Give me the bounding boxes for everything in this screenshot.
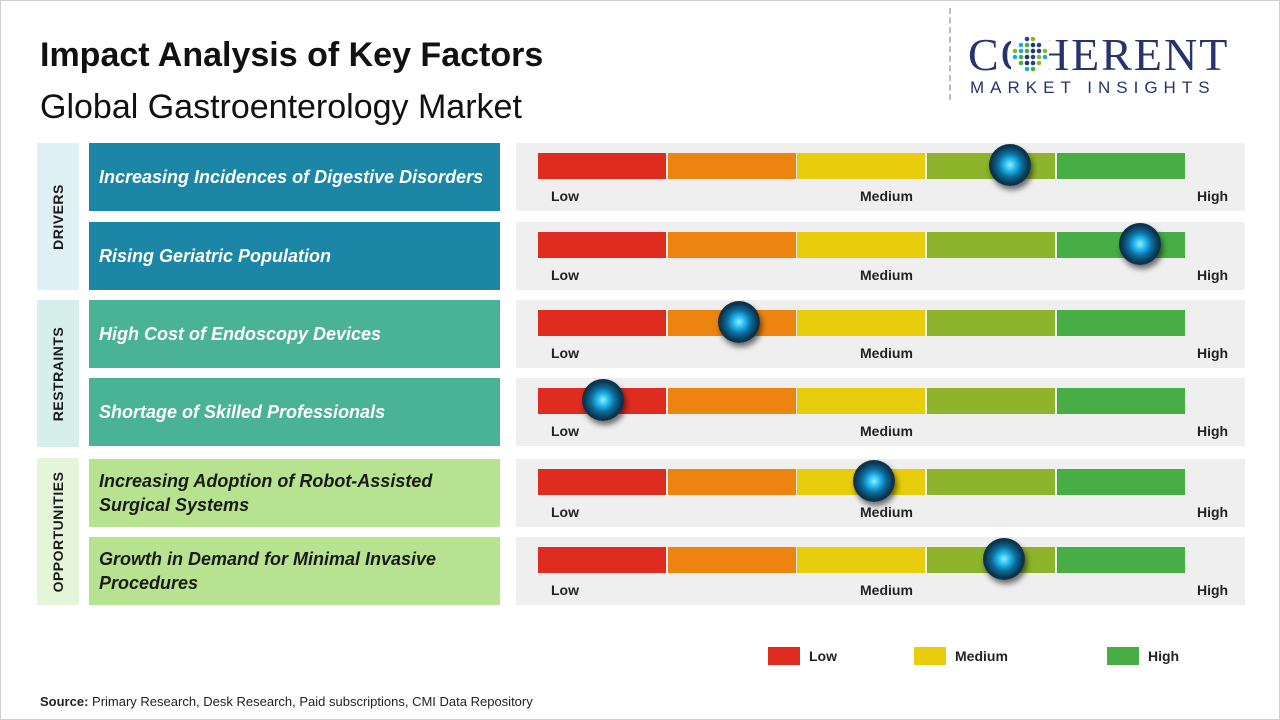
factor-label-box: Shortage of Skilled Professionals xyxy=(89,378,500,446)
legend-label: Medium xyxy=(955,648,1008,664)
legend-swatch xyxy=(1107,647,1139,665)
legend-swatch xyxy=(768,647,800,665)
logo-tagline: MARKET INSIGHTS xyxy=(970,78,1216,97)
gauge-segment xyxy=(797,153,925,179)
gauge-low-label: Low xyxy=(551,345,579,361)
gauge-segment xyxy=(668,547,796,573)
impact-marker xyxy=(982,538,1025,580)
gauge-segment xyxy=(797,310,925,336)
category-label: DRIVERS xyxy=(50,183,66,250)
impact-marker xyxy=(853,460,896,502)
gauge-high-label: High xyxy=(1197,582,1229,598)
gauge-low-label: Low xyxy=(551,423,579,439)
gauge-medium-label: Medium xyxy=(860,582,913,598)
gauge-segment xyxy=(538,153,666,179)
gauge-segment xyxy=(797,388,925,414)
factor-label-box: Rising Geriatric Population xyxy=(89,222,500,290)
factor-label-box: High Cost of Endoscopy Devices xyxy=(89,300,500,368)
gauge-medium-label: Medium xyxy=(860,345,913,361)
gauge-segment xyxy=(1057,388,1185,414)
gauge-high-label: High xyxy=(1197,345,1229,361)
category-restraints: RESTRAINTS xyxy=(37,300,79,447)
factor-label: Growth in Demand for Minimal Invasive Pr… xyxy=(99,549,437,593)
factor-label-box: Growth in Demand for Minimal Invasive Pr… xyxy=(89,537,500,605)
category-opportunities: OPPORTUNITIES xyxy=(37,458,79,605)
logo-divider xyxy=(949,8,951,100)
factor-label: Shortage of Skilled Professionals xyxy=(99,402,386,422)
gauge-segment xyxy=(927,388,1055,414)
impact-marker xyxy=(581,379,624,421)
gauge-low-label: Low xyxy=(551,188,579,204)
source-text: Primary Research, Desk Research, Paid su… xyxy=(92,694,533,709)
factor-label: Increasing Incidences of Digestive Disor… xyxy=(99,167,484,187)
gauge-segment xyxy=(538,547,666,573)
gauge-high-label: High xyxy=(1197,423,1229,439)
impact-gauge: Low Medium High xyxy=(516,300,1245,368)
gauge-segment xyxy=(1057,310,1185,336)
company-logo: COHERENT MARKET INSIGHTS xyxy=(968,28,1264,104)
factor-label: Rising Geriatric Population xyxy=(99,246,332,266)
gauge-segment xyxy=(668,388,796,414)
gauge-segment xyxy=(927,469,1055,495)
gauge-low-label: Low xyxy=(551,582,579,598)
legend-label: Low xyxy=(809,648,837,664)
gauge-medium-label: Medium xyxy=(860,504,913,520)
gauge-medium-label: Medium xyxy=(860,188,913,204)
factor-label: High Cost of Endoscopy Devices xyxy=(99,324,382,344)
logo-dots-icon xyxy=(1011,35,1049,73)
gauge-segment xyxy=(668,153,796,179)
gauge-segment xyxy=(538,469,666,495)
impact-gauge: Low Medium High xyxy=(516,459,1245,527)
gauge-segment xyxy=(1057,469,1185,495)
gauge-segment xyxy=(927,310,1055,336)
impact-marker xyxy=(717,301,760,343)
source-note: Source: Primary Research, Desk Research,… xyxy=(40,694,533,709)
gauge-segment xyxy=(668,469,796,495)
gauge-high-label: High xyxy=(1197,267,1229,283)
category-label: OPPORTUNITIES xyxy=(50,471,66,592)
factor-label-box: Increasing Adoption of Robot-Assisted Su… xyxy=(89,459,500,527)
impact-gauge: Low Medium High xyxy=(516,378,1245,446)
gauge-segment xyxy=(797,547,925,573)
chart-title: Impact Analysis of Key Factors xyxy=(40,36,544,74)
gauge-low-label: Low xyxy=(551,267,579,283)
impact-marker xyxy=(989,144,1032,186)
gauge-segment xyxy=(538,310,666,336)
gauge-segment xyxy=(927,232,1055,258)
category-drivers: DRIVERS xyxy=(37,143,79,290)
gauge-segment xyxy=(1057,153,1185,179)
impact-gauge: Low Medium High xyxy=(516,143,1245,211)
gauge-high-label: High xyxy=(1197,504,1229,520)
impact-gauge: Low Medium High xyxy=(516,222,1245,290)
gauge-segment xyxy=(1057,547,1185,573)
gauge-segment xyxy=(538,232,666,258)
legend-label: High xyxy=(1148,648,1180,664)
logo-brand: COHERENT xyxy=(968,29,1230,80)
chart-subtitle: Global Gastroenterology Market xyxy=(40,88,522,126)
gauge-segment xyxy=(668,232,796,258)
source-prefix: Source: xyxy=(40,694,89,709)
impact-gauge: Low Medium High xyxy=(516,537,1245,605)
legend-swatch xyxy=(914,647,946,665)
gauge-low-label: Low xyxy=(551,504,579,520)
category-label: RESTRAINTS xyxy=(50,326,66,421)
gauge-high-label: High xyxy=(1197,188,1229,204)
factor-label-box: Increasing Incidences of Digestive Disor… xyxy=(89,143,500,211)
impact-marker xyxy=(1118,223,1161,265)
gauge-medium-label: Medium xyxy=(860,267,913,283)
gauge-segment xyxy=(797,232,925,258)
factor-label: Increasing Adoption of Robot-Assisted Su… xyxy=(99,471,433,515)
gauge-medium-label: Medium xyxy=(860,423,913,439)
